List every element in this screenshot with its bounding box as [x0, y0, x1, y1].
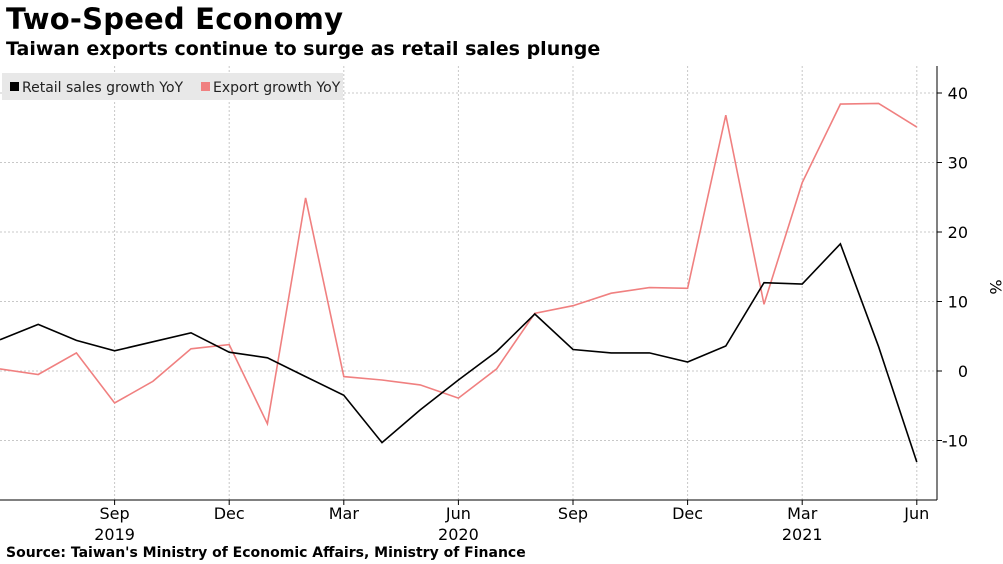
x-year-label: 2019	[94, 525, 135, 544]
y-tick-label: 0	[958, 362, 968, 381]
x-tick-label: Sep	[558, 504, 588, 523]
x-tick-label: Dec	[214, 504, 245, 523]
x-year-label: 2020	[438, 525, 479, 544]
y-tick-label: 10	[948, 293, 968, 312]
series-line-retail	[0, 242, 918, 463]
axes: -10 0 10 20 30 40 Sep 2019 Dec Mar Jun 2020 Sep Dec Ma…	[0, 66, 968, 544]
x-tick-label: Mar	[787, 504, 818, 523]
legend-label-export: Export growth YoY	[213, 80, 341, 96]
x-year-label: 2021	[782, 525, 823, 544]
legend-swatch-export	[201, 82, 210, 91]
y-tick-label: 20	[948, 223, 968, 242]
x-tick-label: Jun	[445, 504, 471, 523]
series-line-export	[0, 102, 918, 427]
legend-background	[2, 73, 343, 100]
chart-subtitle: Taiwan exports continue to surge as reta…	[6, 38, 601, 60]
series-lines	[0, 102, 918, 463]
y-axis-title: %	[986, 279, 1003, 294]
legend: Retail sales growth YoY Export growth Yo…	[2, 73, 343, 100]
x-tick-label: Jun	[903, 504, 929, 523]
legend-swatch-retail	[10, 82, 19, 91]
y-tick-label: -10	[942, 432, 968, 451]
source-note: Source: Taiwan's Ministry of Economic Af…	[6, 545, 526, 561]
y-tick-label: 30	[948, 154, 968, 173]
x-tick-label: Dec	[672, 504, 703, 523]
x-tick-label: Mar	[329, 504, 360, 523]
y-tick-label: 40	[948, 84, 968, 103]
chart-title: Two-Speed Economy	[6, 2, 344, 36]
x-tick-label: Sep	[100, 504, 130, 523]
legend-label-retail: Retail sales growth YoY	[22, 80, 184, 96]
gridlines	[0, 66, 937, 500]
